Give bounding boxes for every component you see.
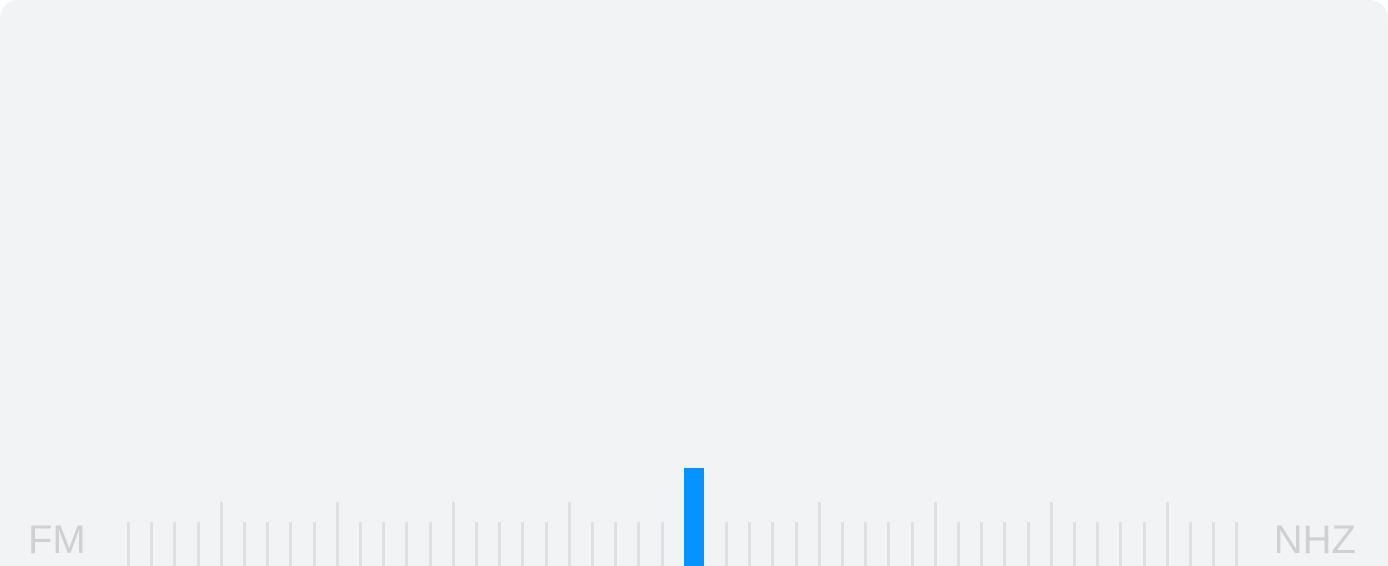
scale-tick	[1073, 522, 1076, 566]
scale-tick	[243, 522, 246, 566]
scale-tick	[725, 522, 728, 566]
band-label: FM	[28, 518, 86, 562]
scale-tick	[521, 522, 524, 566]
scale-tick	[1119, 522, 1122, 566]
scale-tick	[795, 522, 798, 566]
scale-tick	[771, 522, 774, 566]
scale-tick	[1003, 522, 1006, 566]
scale-tick	[887, 522, 890, 566]
scale-tick	[1096, 522, 1099, 566]
scale-tick	[1235, 522, 1238, 566]
scale-tick	[1143, 522, 1146, 566]
scale-tick	[150, 522, 153, 566]
scale-tick	[818, 502, 821, 566]
scale-tick	[127, 522, 130, 566]
scale-tick	[545, 522, 548, 566]
scale-tick	[475, 522, 478, 566]
scale-tick	[382, 522, 385, 566]
unit-label: NHZ	[1273, 518, 1356, 562]
scale-tick	[197, 522, 200, 566]
scale-tick	[452, 502, 455, 566]
scale-tick	[911, 522, 914, 566]
scale-tick	[429, 522, 432, 566]
scale-tick	[313, 522, 316, 566]
scale-tick	[864, 522, 867, 566]
scale-tick	[637, 522, 640, 566]
scale-tick	[568, 502, 571, 566]
scale-tick	[173, 522, 176, 566]
scale-tick	[980, 522, 983, 566]
scale-tick	[1189, 522, 1192, 566]
scale-tick	[934, 502, 937, 566]
scale-tick	[1050, 502, 1053, 566]
scale-tick	[957, 522, 960, 566]
scale-tick	[220, 502, 223, 566]
scale-tick	[1212, 522, 1215, 566]
scale-tick	[1027, 522, 1030, 566]
scale-tick	[266, 522, 269, 566]
scale-tick	[1166, 502, 1169, 566]
scale-tick	[289, 522, 292, 566]
scale-tick	[498, 522, 501, 566]
scale-tick	[841, 522, 844, 566]
scale-tick	[591, 522, 594, 566]
scale-tick	[336, 502, 339, 566]
scale-tick	[614, 522, 617, 566]
scale-tick	[748, 522, 751, 566]
tuning-needle[interactable]	[684, 468, 704, 566]
scale-tick	[359, 522, 362, 566]
scale-tick	[405, 522, 408, 566]
scale-tick	[661, 522, 664, 566]
